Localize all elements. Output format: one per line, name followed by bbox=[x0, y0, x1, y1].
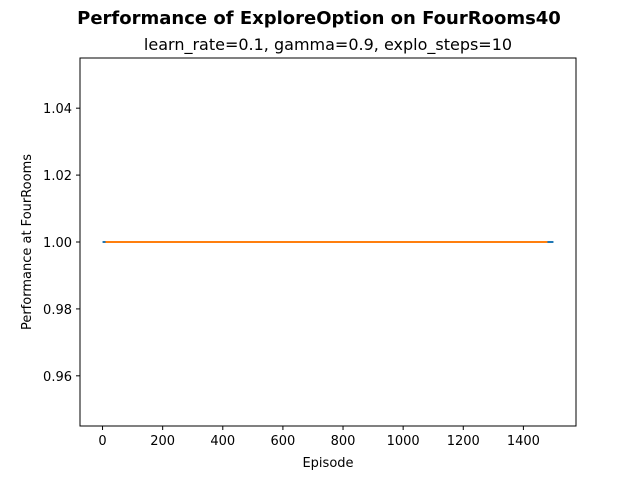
x-tick-label: 600 bbox=[270, 434, 295, 449]
y-tick-label: 1.00 bbox=[43, 236, 72, 251]
y-tick-label: 1.02 bbox=[43, 169, 72, 184]
y-axis-label: Performance at FourRooms bbox=[20, 154, 35, 330]
x-tick-label: 200 bbox=[150, 434, 175, 449]
chart-title: Performance of ExploreOption on FourRoom… bbox=[77, 8, 561, 29]
x-tick-label: 400 bbox=[210, 434, 235, 449]
x-tick-label: 1200 bbox=[447, 434, 480, 449]
x-tick-label: 1400 bbox=[507, 434, 540, 449]
y-tick-label: 0.98 bbox=[43, 303, 72, 318]
x-tick-label: 1000 bbox=[387, 434, 420, 449]
x-tick-label: 0 bbox=[98, 434, 106, 449]
y-tick-label: 0.96 bbox=[43, 370, 72, 385]
chart-subtitle: learn_rate=0.1, gamma=0.9, explo_steps=1… bbox=[144, 35, 512, 55]
plot-area: 0 200 400 600 800 1000 1200 1400 0.96 0.98 1.00 1.0… bbox=[43, 57, 577, 449]
x-axis-label: Episode bbox=[302, 456, 353, 471]
y-tick-label: 1.04 bbox=[43, 102, 72, 117]
x-tick-label: 800 bbox=[331, 434, 356, 449]
